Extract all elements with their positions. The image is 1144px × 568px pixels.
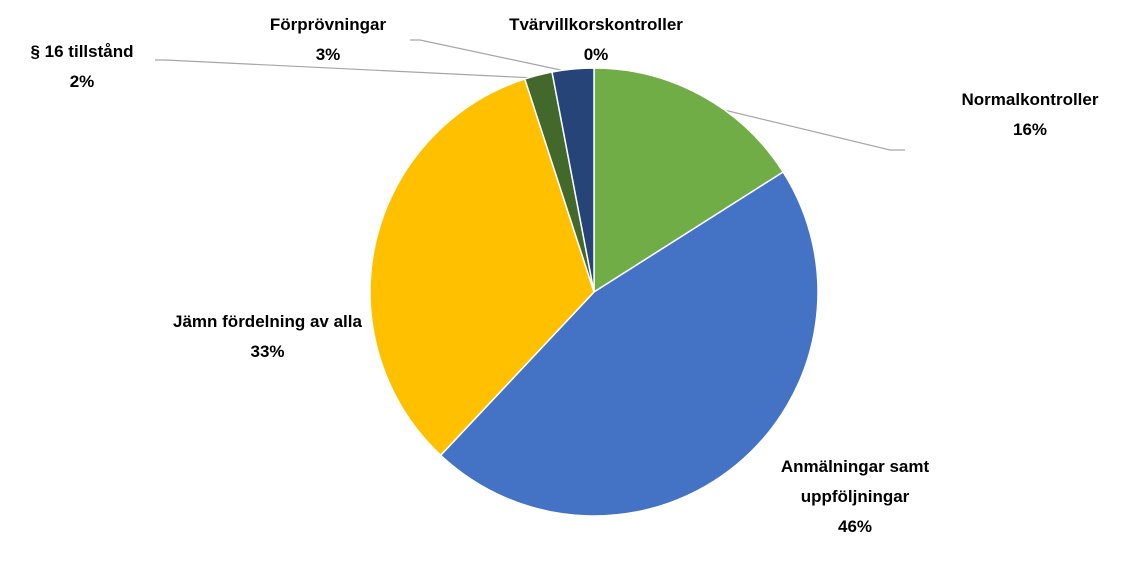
value-label: 3% — [315, 45, 341, 64]
pie-slice — [439, 170, 819, 517]
category-label: Jämn fördelning av alla — [173, 312, 362, 331]
category-label: Förprövningar — [269, 15, 387, 34]
value-label: 16% — [1012, 120, 1048, 139]
leader-line — [410, 39, 571, 73]
category-label: § 16 tillstånd — [30, 42, 134, 61]
pie-slice — [593, 67, 785, 294]
value-label: 46% — [837, 517, 873, 536]
data-label: Anmälningar samt uppföljningar 46% — [755, 452, 955, 542]
category-label: Tvärvillkorskontroller — [509, 15, 683, 34]
value-label: 33% — [250, 342, 285, 361]
pie-slice — [551, 67, 595, 293]
value-label: 2% — [69, 72, 95, 91]
leader-line — [155, 59, 536, 79]
category-label: Anmälningar samt uppföljningar — [780, 457, 930, 506]
value-label: 0% — [583, 45, 609, 64]
data-label: Förprövningar 3% — [238, 10, 418, 70]
pie-slice — [369, 78, 595, 457]
data-label: Tvärvillkorskontroller 0% — [476, 10, 716, 70]
category-label: Normalkontroller — [961, 90, 1099, 109]
data-label: Jämn fördelning av alla 33% — [170, 307, 365, 367]
data-label: § 16 tillstånd 2% — [2, 37, 162, 97]
data-label: Normalkontroller 16% — [940, 85, 1120, 145]
